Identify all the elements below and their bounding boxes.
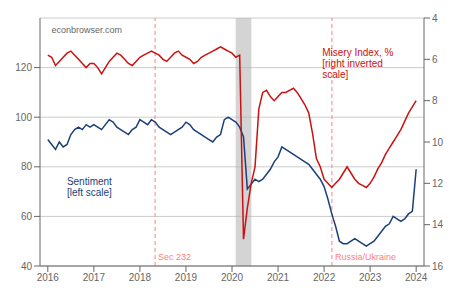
svg-text:14: 14: [432, 219, 444, 230]
svg-text:12: 12: [432, 178, 444, 189]
svg-text:10: 10: [432, 137, 444, 148]
svg-text:6: 6: [432, 54, 438, 65]
svg-text:2019: 2019: [175, 272, 198, 283]
svg-text:16: 16: [432, 261, 444, 272]
svg-text:120: 120: [15, 62, 32, 73]
svg-text:4: 4: [432, 13, 438, 24]
svg-text:Sec 232: Sec 232: [158, 252, 191, 262]
svg-text:2016: 2016: [37, 272, 60, 283]
html-text:Misery Index, % [right inverte: Misery Index, % [right inverted scale]: [322, 46, 394, 80]
html-text:econbrowser.com: econbrowser.com: [51, 25, 123, 36]
svg-text:8: 8: [432, 95, 438, 106]
html-text:Sentiment [left scale]: Sentiment [left scale]: [66, 175, 112, 198]
svg-text:2021: 2021: [267, 272, 290, 283]
svg-text:Russia/Ukraine: Russia/Ukraine: [335, 252, 396, 262]
svg-text:2017: 2017: [83, 272, 106, 283]
svg-text:2020: 2020: [221, 272, 244, 283]
svg-text:2022: 2022: [313, 272, 336, 283]
svg-text:80: 80: [21, 161, 33, 172]
svg-text:2024: 2024: [405, 272, 428, 283]
svg-text:40: 40: [21, 261, 33, 272]
svg-text:2018: 2018: [129, 272, 152, 283]
svg-text:2023: 2023: [359, 272, 382, 283]
svg-text:100: 100: [15, 112, 32, 123]
svg-text:60: 60: [21, 211, 33, 222]
